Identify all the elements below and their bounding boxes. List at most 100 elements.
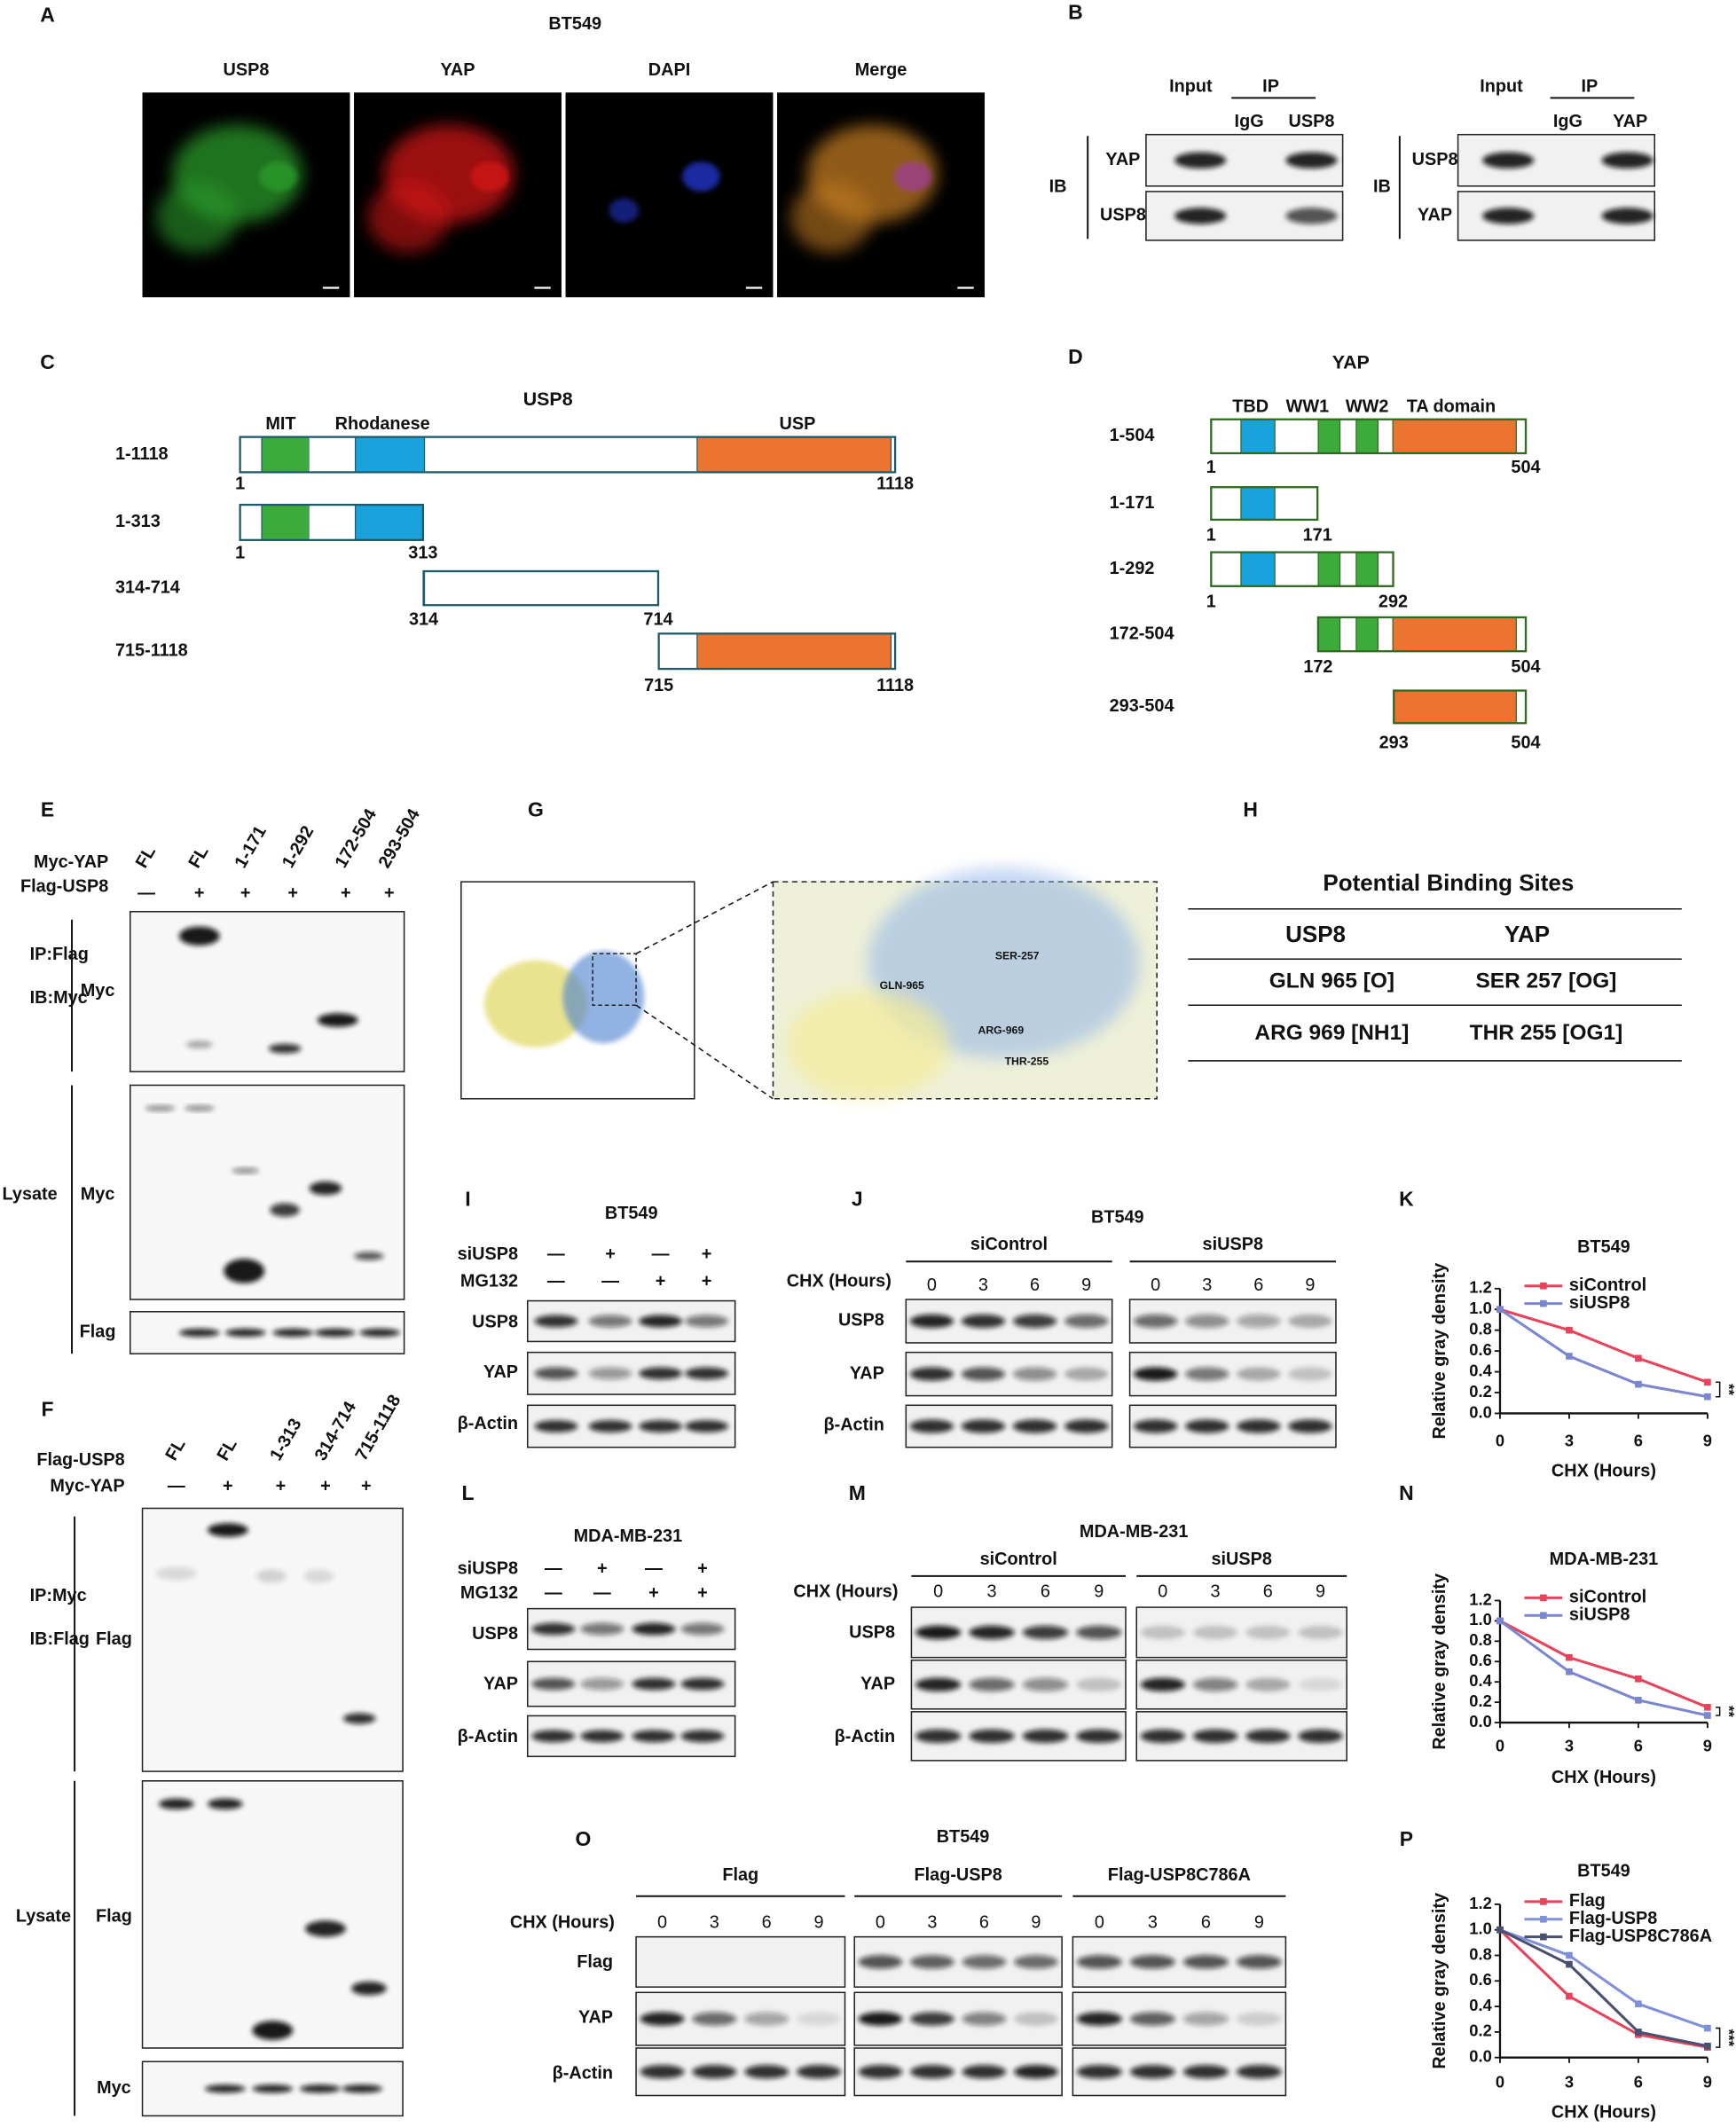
zoom-frame bbox=[592, 953, 637, 1007]
label: DAPI bbox=[648, 60, 690, 80]
label: Relative gray density bbox=[1430, 1574, 1449, 1750]
band bbox=[909, 1419, 954, 1433]
domain bbox=[1240, 419, 1276, 454]
domain bbox=[1240, 486, 1276, 521]
legend-label: siControl bbox=[1569, 1588, 1646, 1607]
band bbox=[910, 1955, 954, 1969]
label: + bbox=[223, 1476, 233, 1495]
label: Flag bbox=[577, 1952, 613, 1972]
label: Myc bbox=[81, 981, 115, 1001]
label: 3 bbox=[1148, 1913, 1158, 1933]
band bbox=[531, 1622, 576, 1636]
band bbox=[640, 2012, 685, 2026]
label: Flag bbox=[96, 1907, 132, 1927]
y-tick-label: 1.0 bbox=[1469, 1919, 1491, 1938]
domain bbox=[1392, 419, 1517, 454]
band bbox=[580, 1677, 624, 1691]
label: GLN-965 bbox=[880, 979, 924, 992]
label: 9 bbox=[1305, 1275, 1315, 1295]
label: 0 bbox=[927, 1275, 937, 1295]
protein bbox=[868, 867, 1140, 1058]
band bbox=[910, 2012, 954, 2026]
label: BT549 bbox=[1577, 1861, 1630, 1880]
label: Myc bbox=[97, 2078, 131, 2098]
band bbox=[224, 1328, 266, 1338]
label: Myc-YAP bbox=[34, 852, 108, 872]
band bbox=[1298, 1729, 1343, 1743]
band bbox=[1182, 1955, 1229, 1969]
label: CHX (Hours) bbox=[1551, 1461, 1656, 1480]
label: THR-255 bbox=[1005, 1056, 1049, 1068]
label: 1118 bbox=[876, 676, 914, 695]
label: O bbox=[576, 1827, 592, 1850]
band bbox=[1129, 1955, 1175, 1969]
label: D bbox=[1068, 345, 1083, 368]
band bbox=[961, 1367, 1006, 1381]
band bbox=[909, 1367, 954, 1381]
nucleus bbox=[893, 161, 932, 192]
legend-marker bbox=[1540, 1594, 1547, 1602]
band bbox=[640, 2065, 685, 2079]
label: IB:Myc bbox=[30, 988, 88, 1008]
band bbox=[303, 1569, 334, 1583]
label: CHX (Hours) bbox=[787, 1271, 892, 1291]
label: Flag-USP8 bbox=[915, 1865, 1002, 1885]
label: 171 bbox=[1303, 526, 1332, 545]
label: 9 bbox=[1031, 1913, 1041, 1933]
domain bbox=[354, 436, 426, 474]
band bbox=[145, 1105, 176, 1111]
label: BT549 bbox=[1577, 1237, 1630, 1257]
label: IgG bbox=[1235, 112, 1264, 131]
label: 715-1118 bbox=[115, 640, 188, 660]
label: + bbox=[702, 1244, 712, 1264]
blot bbox=[130, 1311, 405, 1354]
label: 1-292 bbox=[1110, 559, 1155, 578]
band bbox=[204, 2084, 246, 2093]
domain bbox=[261, 504, 310, 541]
label: — bbox=[547, 1271, 565, 1291]
band bbox=[639, 1367, 683, 1380]
construct bbox=[422, 569, 660, 607]
legend-marker bbox=[1540, 1898, 1547, 1905]
label: FL bbox=[132, 843, 160, 871]
label: 6 bbox=[1253, 1275, 1263, 1295]
label: TBD bbox=[1232, 396, 1269, 416]
band bbox=[685, 1367, 729, 1380]
band bbox=[158, 1798, 194, 1809]
label: CHX (Hours) bbox=[1551, 2103, 1656, 2123]
label: 9 bbox=[1316, 1582, 1325, 1602]
construct bbox=[1393, 689, 1528, 725]
label: 313 bbox=[408, 543, 437, 562]
band bbox=[1237, 1419, 1281, 1433]
label: IB bbox=[1373, 177, 1391, 197]
y-tick-label: 1.2 bbox=[1469, 1894, 1491, 1912]
label: — bbox=[601, 1271, 619, 1291]
label: P bbox=[1400, 1827, 1413, 1850]
x-tick-label: 6 bbox=[1634, 2073, 1643, 2092]
point bbox=[1635, 1696, 1642, 1704]
band bbox=[639, 1420, 683, 1432]
domain bbox=[309, 505, 356, 540]
label: + bbox=[240, 883, 251, 903]
point bbox=[1566, 1668, 1573, 1676]
label: 1 bbox=[1206, 526, 1216, 545]
y-tick-label: 1.2 bbox=[1469, 1278, 1491, 1297]
label: Lysate bbox=[3, 1185, 58, 1205]
label: — bbox=[137, 883, 155, 903]
label: YAP bbox=[1332, 352, 1370, 373]
blot bbox=[141, 1780, 404, 2049]
band bbox=[1192, 1677, 1238, 1691]
label: USP8 bbox=[849, 1622, 895, 1642]
label: YAP bbox=[860, 1674, 895, 1693]
point bbox=[1566, 1326, 1573, 1334]
label: 1 bbox=[1206, 592, 1216, 611]
label: 6 bbox=[1263, 1582, 1273, 1602]
y-tick-label: 0.0 bbox=[1469, 1712, 1491, 1731]
domain bbox=[1355, 419, 1379, 454]
label: MDA-MB-231 bbox=[1550, 1550, 1658, 1569]
nucleus bbox=[682, 161, 720, 192]
x-tick-label: 6 bbox=[1634, 1431, 1643, 1449]
band bbox=[1185, 1367, 1229, 1381]
label: 0 bbox=[933, 1582, 943, 1602]
band bbox=[359, 1328, 401, 1338]
